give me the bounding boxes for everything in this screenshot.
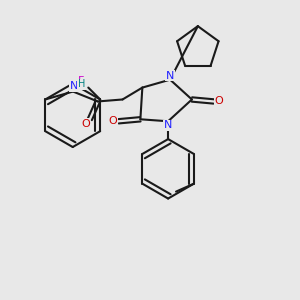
Text: N: N xyxy=(70,81,78,91)
Text: F: F xyxy=(78,76,85,85)
Text: H: H xyxy=(78,79,85,89)
Text: O: O xyxy=(215,97,224,106)
Text: O: O xyxy=(109,116,118,126)
Text: N: N xyxy=(166,71,174,81)
Text: N: N xyxy=(164,120,172,130)
Text: O: O xyxy=(81,119,90,129)
